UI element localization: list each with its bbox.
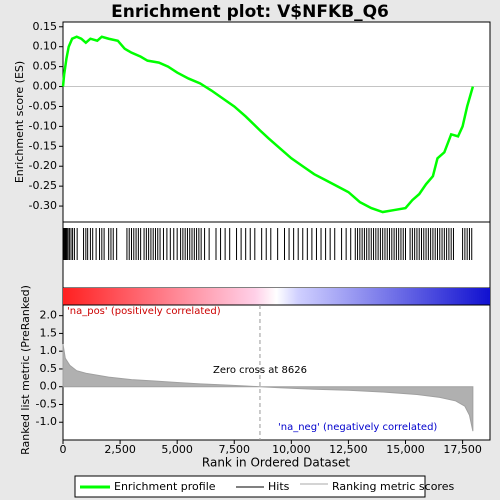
y-tick-label: 0.05 [33,60,58,73]
y-tick-label: 1.0 [40,344,58,357]
y-tick-label: -0.15 [29,139,57,152]
enrichment-line [61,35,475,214]
y-tick-label: -0.05 [29,99,57,112]
metric-area [62,343,474,432]
y-tick-label: -0.30 [29,199,57,212]
y-tick-label: 0.10 [33,40,58,53]
x-tick-label: 10,000 [272,443,311,456]
y-tick-label: 1.5 [40,326,58,339]
zero-cross-label: Zero cross at 8626 [213,365,307,376]
x-tick-label: 7,500 [219,443,251,456]
y-tick-label: 0.0 [40,380,58,393]
x-tick-label: 0 [60,443,67,456]
x-tick-label: 12,500 [329,443,368,456]
y-tick-label: 0.5 [40,362,58,375]
pos-label: 'na_pos' (positively correlated) [67,306,221,317]
y-tick-label: 0.15 [33,20,58,33]
y-tick-label: -0.25 [29,179,57,192]
chart-title: Enrichment plot: V$NFKB_Q6 [111,2,389,22]
y-axis-label: Enrichment score (ES) [13,61,26,183]
x-tick-label: 2,500 [104,443,136,456]
legend-label: Enrichment profile [114,480,216,493]
y-tick-label: -1.0 [36,415,57,428]
neg-label: 'na_neg' (negatively correlated) [278,422,437,433]
x-tick-label: 15,000 [386,443,425,456]
y-axis-label: Ranked list metric (PreRanked) [19,285,32,455]
y-tick-label: -0.20 [29,159,57,172]
legend-label: Ranking metric scores [332,480,454,493]
y-tick-label: -0.10 [29,119,57,132]
x-tick-label: 5,000 [161,443,193,456]
y-tick-label: 2.0 [40,309,58,322]
legend-label: Hits [268,480,290,493]
color-bar [63,288,490,305]
y-tick-label: 0.00 [33,80,58,93]
x-axis-label: Rank in Ordered Dataset [202,456,350,470]
x-tick-label: 17,500 [443,443,482,456]
y-tick-label: -0.5 [36,397,57,410]
